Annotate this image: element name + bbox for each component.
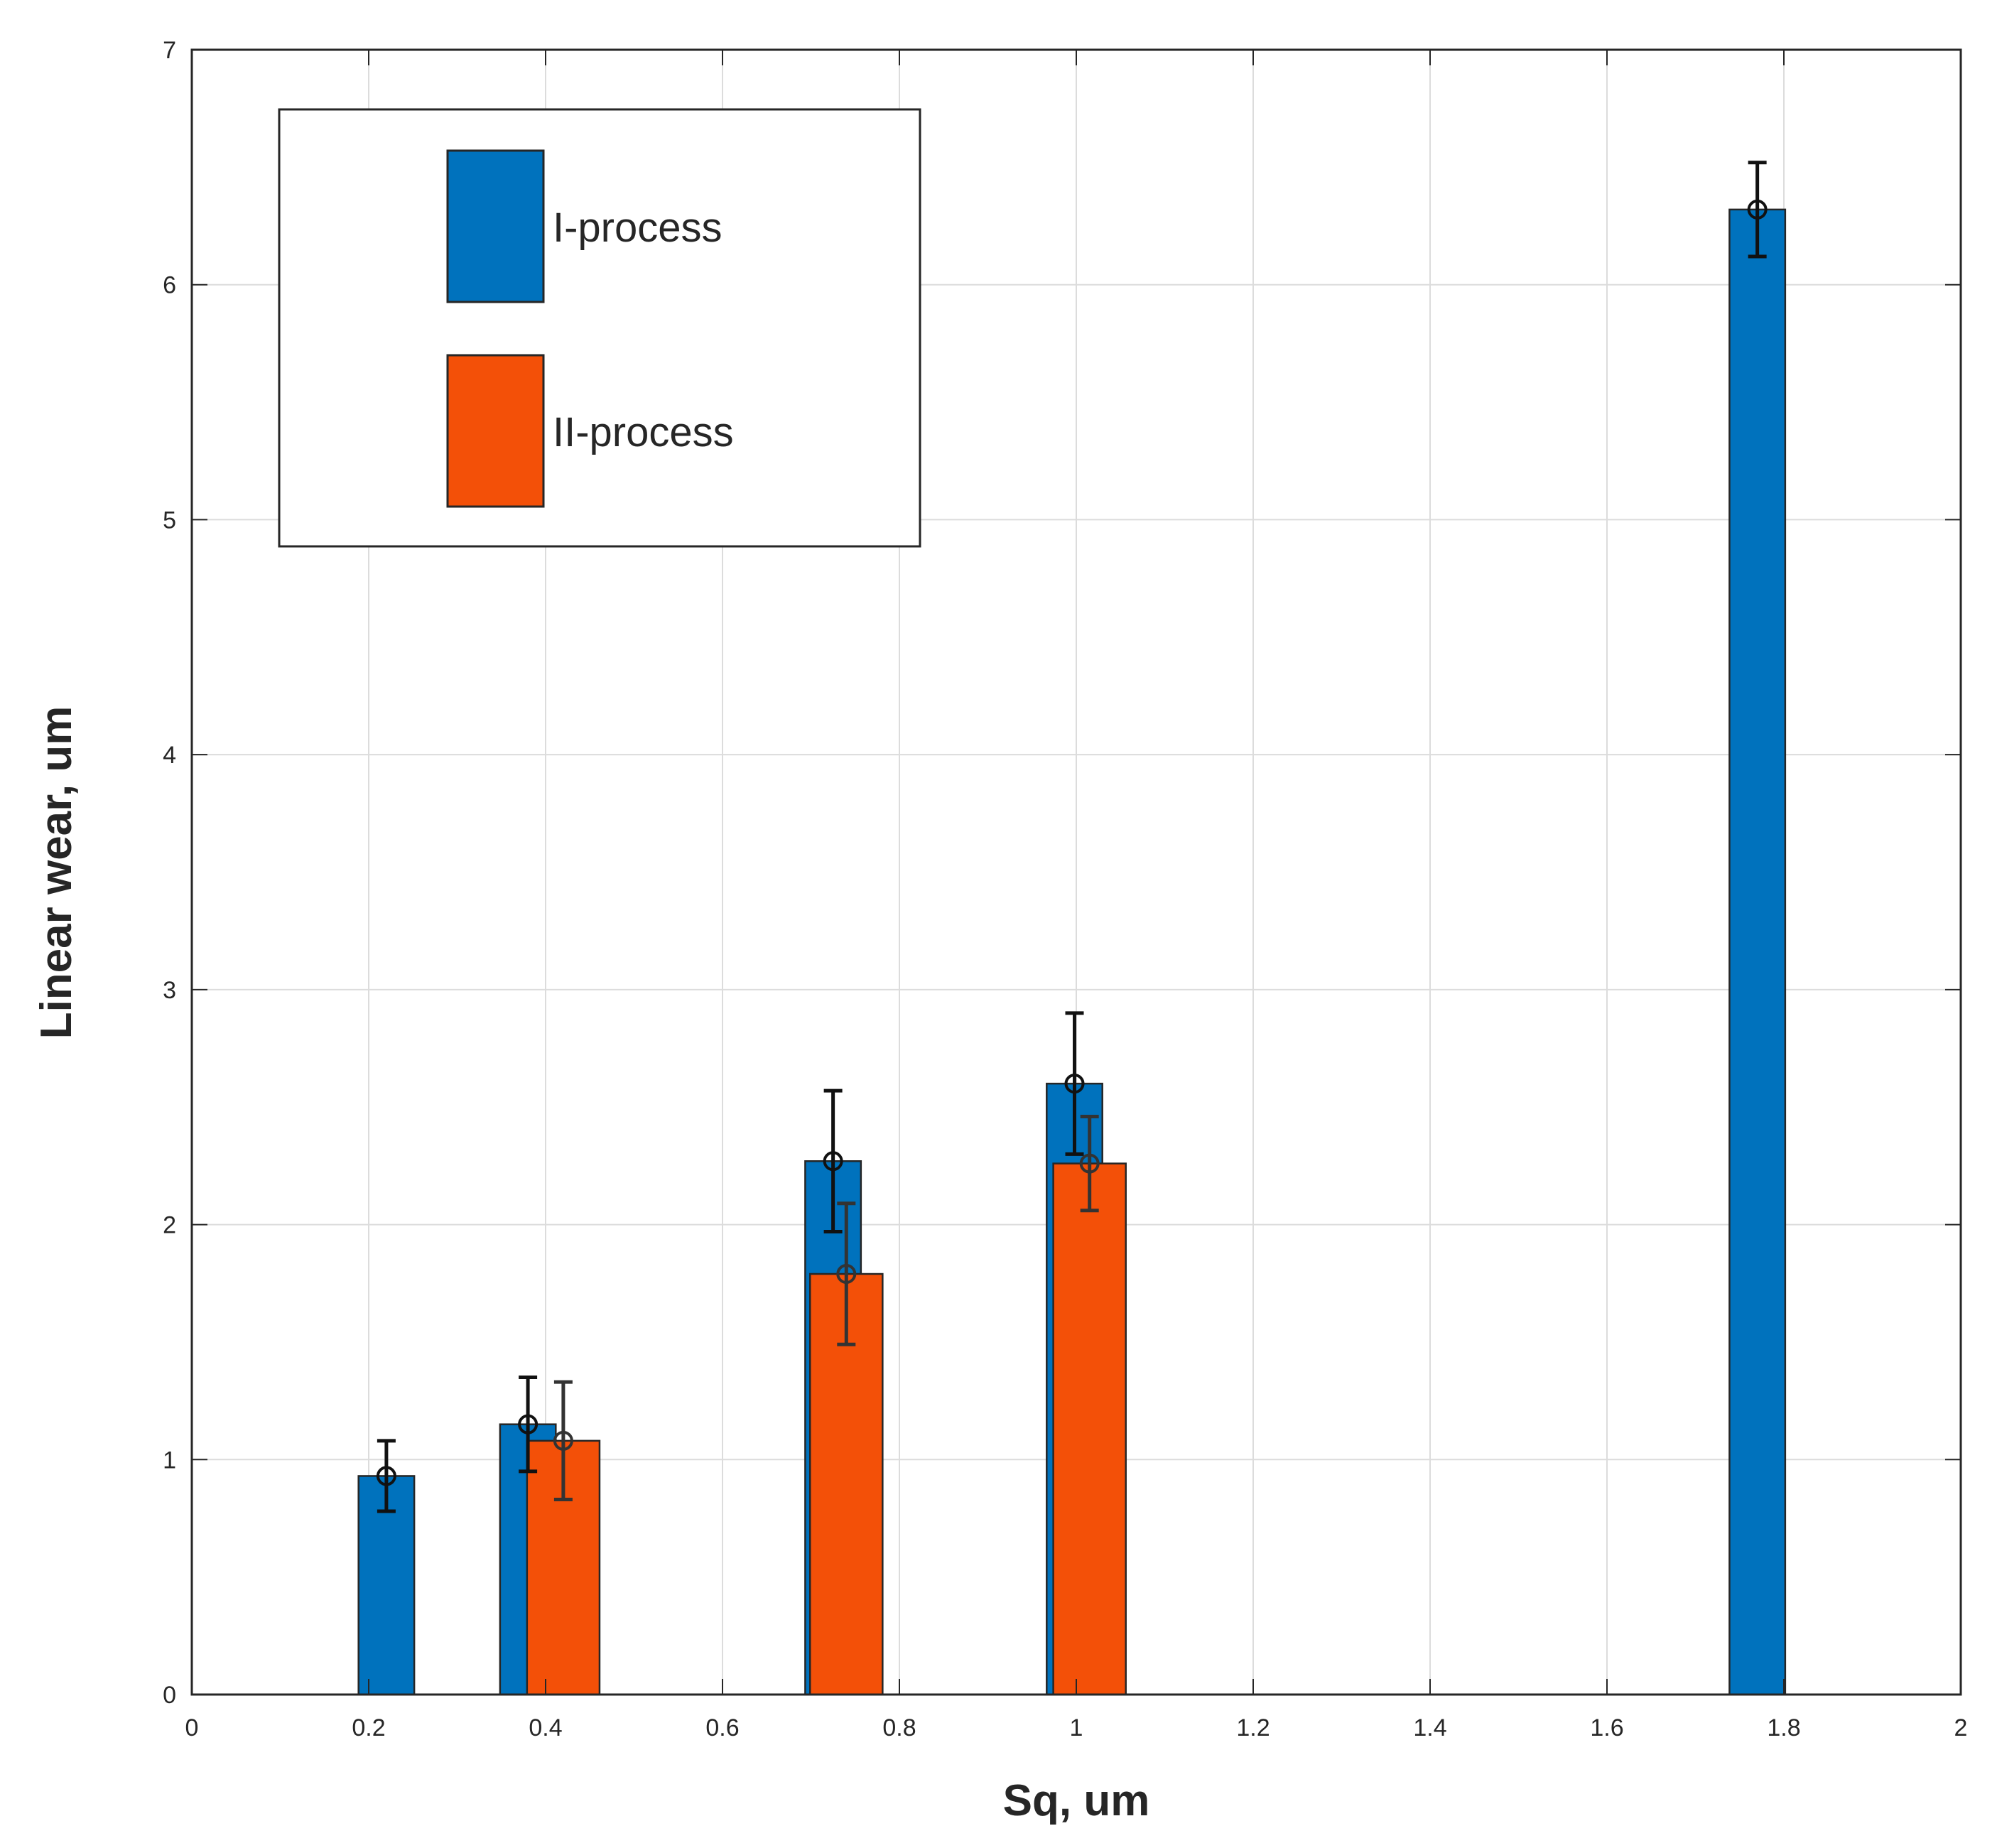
x-tick-label: 0.8 xyxy=(882,1714,916,1741)
data-point-marker xyxy=(518,1414,539,1434)
x-tick-label: 1.8 xyxy=(1767,1714,1800,1741)
y-tick-label: 2 xyxy=(163,1212,176,1239)
errorbar-ii-process xyxy=(1079,1114,1100,1213)
y-tick-label: 4 xyxy=(163,742,176,769)
legend-label-ii-process: II-process xyxy=(553,409,734,455)
legend-label-i-process: I-process xyxy=(553,205,723,251)
legend-swatch-i-process xyxy=(446,149,545,303)
legend-box xyxy=(278,108,921,548)
y-tick-label: 6 xyxy=(163,272,176,299)
errorbars-layer xyxy=(376,161,1768,1513)
x-tick-labels: 0 0.2 0.4 0.6 0.8 1 1.2 1.4 1.6 1.8 2 xyxy=(185,1714,1968,1741)
data-point-marker xyxy=(823,1151,843,1172)
x-axis-title: Sq, um xyxy=(1003,1776,1150,1825)
x-tick-label: 2 xyxy=(1954,1714,1968,1741)
bar-ii-process xyxy=(1052,1162,1127,1696)
errorbar-ii-process xyxy=(836,1201,857,1346)
data-point-marker xyxy=(1079,1153,1100,1174)
x-tick-label: 1.4 xyxy=(1413,1714,1446,1741)
legend: I-process II-process xyxy=(278,108,921,548)
data-point-marker xyxy=(1747,199,1768,220)
errorbar-i-process xyxy=(1064,1011,1085,1156)
y-tick-labels: 0 1 2 3 4 5 6 7 xyxy=(163,37,176,1709)
x-tick-label: 0 xyxy=(185,1714,199,1741)
bar-i-process xyxy=(1728,208,1787,1696)
x-tick-label: 0.6 xyxy=(705,1714,739,1741)
y-tick-label: 3 xyxy=(163,977,176,1004)
errorbar-i-process xyxy=(376,1439,396,1513)
x-tick-label: 1.2 xyxy=(1236,1714,1270,1741)
y-axis-title: Linear wear, um xyxy=(32,706,81,1039)
tick-marks xyxy=(191,49,1961,1695)
errorbar-i-process xyxy=(1747,161,1768,259)
x-tick-label: 1 xyxy=(1070,1714,1083,1741)
data-point-marker xyxy=(1064,1074,1085,1094)
data-point-marker xyxy=(376,1466,396,1486)
data-point-marker xyxy=(836,1264,857,1285)
x-tick-label: 1.6 xyxy=(1590,1714,1623,1741)
errorbar-i-process xyxy=(518,1376,539,1474)
y-tick-label: 7 xyxy=(163,37,176,64)
x-tick-label: 0.4 xyxy=(529,1714,562,1741)
y-tick-label: 1 xyxy=(163,1447,176,1474)
data-point-marker xyxy=(553,1430,573,1451)
errorbar-i-process xyxy=(823,1088,843,1233)
y-tick-label: 0 xyxy=(163,1682,176,1709)
y-tick-label: 5 xyxy=(163,507,176,534)
errorbar-ii-process xyxy=(553,1380,573,1502)
legend-swatch-ii-process xyxy=(446,354,545,508)
x-tick-label: 0.2 xyxy=(352,1714,385,1741)
